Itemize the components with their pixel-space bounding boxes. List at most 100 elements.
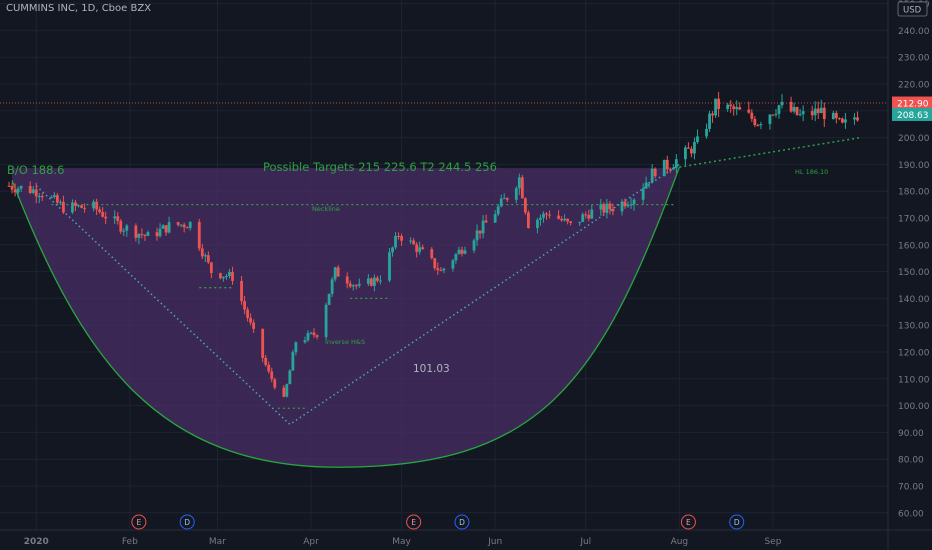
candle-body	[750, 112, 754, 119]
candle-body	[581, 214, 585, 222]
event-letter: D	[734, 518, 740, 527]
dividend-marker[interactable]	[454, 514, 470, 530]
symbol-title[interactable]: CUMMINS INC, 1D, Cboe BZX	[6, 3, 152, 14]
candle-body	[753, 118, 757, 126]
candle-body	[668, 169, 672, 171]
candle-body	[484, 220, 488, 223]
candle-body	[267, 364, 271, 372]
candle-body	[563, 218, 567, 221]
candle-body	[116, 216, 120, 222]
candle-body	[137, 233, 141, 238]
candle-body	[197, 221, 201, 249]
candle-body	[436, 268, 440, 271]
dividend-marker[interactable]	[729, 514, 745, 530]
candle-body	[557, 215, 560, 219]
last-price-tag	[892, 107, 932, 121]
price-tick-label: 220.00	[898, 81, 930, 91]
candle-body	[599, 204, 603, 210]
candle-body	[309, 332, 313, 334]
price-tick-label: 110.00	[898, 375, 930, 385]
candle-body	[505, 198, 509, 200]
candle-body	[590, 209, 594, 219]
price-tick-label: 120.00	[898, 349, 930, 359]
currency-box	[897, 1, 928, 17]
candle-body	[542, 213, 545, 218]
price-tick-label: 140.00	[898, 295, 930, 305]
candle-body	[693, 142, 696, 154]
candle-body	[587, 214, 591, 219]
candle-body	[83, 207, 86, 209]
candle-body	[394, 235, 397, 248]
candle-body	[219, 273, 222, 279]
candle-body	[37, 196, 41, 198]
candle-body	[539, 217, 542, 220]
candle-body	[813, 108, 817, 116]
candle-body	[285, 384, 289, 397]
candle-body	[463, 250, 467, 254]
time-tick-label: Apr	[303, 537, 319, 547]
candle-body	[249, 317, 253, 323]
candle-body	[71, 202, 74, 213]
candle-body	[409, 240, 413, 242]
price-tick-label: 240.00	[898, 27, 930, 37]
candle-body	[502, 198, 506, 200]
earnings-marker[interactable]	[406, 514, 422, 530]
candle-body	[158, 228, 162, 237]
candle-body	[822, 107, 826, 120]
event-letter: E	[686, 518, 691, 527]
price-tick-label: 200.00	[898, 134, 930, 144]
candle-body	[369, 278, 373, 286]
candle-body	[726, 104, 730, 109]
candle-body	[756, 125, 760, 127]
event-letter: D	[459, 518, 465, 527]
candle-body	[62, 201, 65, 213]
candle-body	[231, 271, 234, 281]
candle-body	[246, 309, 249, 318]
candle-body	[179, 224, 183, 226]
candle-body	[457, 249, 461, 255]
candle-body	[146, 232, 150, 236]
inverse-hs-label: Inverse H&S	[325, 338, 365, 346]
neckline-label: Neckline	[312, 205, 340, 213]
candle-body	[312, 332, 316, 336]
candle-body	[644, 182, 648, 189]
candle-body	[780, 101, 784, 106]
candle-body	[55, 195, 59, 203]
candle-body	[526, 212, 530, 228]
candle-body	[460, 249, 464, 254]
candle-body	[499, 198, 503, 207]
candle-body	[104, 216, 108, 219]
candle-body	[771, 114, 775, 116]
candle-body	[119, 221, 123, 232]
candle-body	[523, 198, 527, 213]
event-letter: D	[184, 518, 190, 527]
candle-body	[768, 114, 772, 125]
candle-body	[270, 371, 274, 380]
candle-body	[545, 213, 548, 215]
earnings-marker[interactable]	[680, 514, 696, 530]
candle-body	[228, 271, 231, 277]
candle-body	[182, 224, 186, 228]
candle-body	[472, 240, 476, 251]
candle-body	[548, 214, 551, 216]
candle-body	[481, 220, 485, 234]
candle-body	[155, 232, 159, 237]
candle-body	[641, 188, 645, 200]
candle-body	[200, 248, 204, 257]
candle-body	[273, 379, 277, 388]
candle-body	[167, 222, 171, 233]
candle-body	[243, 301, 246, 310]
candle-body	[789, 101, 793, 112]
candle-body	[306, 333, 310, 341]
pivot-price-tag	[892, 96, 932, 110]
price-tick-label: 160.00	[898, 241, 930, 251]
candle-body	[113, 216, 117, 219]
candle-body	[336, 267, 340, 277]
candle-body	[415, 244, 419, 252]
candle-body	[493, 214, 497, 223]
candle-body	[623, 201, 627, 207]
dividend-marker[interactable]	[179, 514, 195, 530]
earnings-marker[interactable]	[131, 514, 147, 530]
candle-body	[7, 185, 11, 187]
